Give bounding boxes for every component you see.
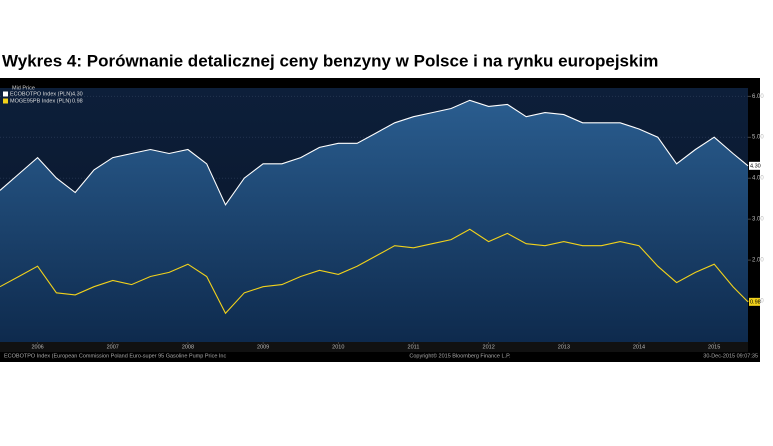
footer-date: 30-Dec-2015 09:07:35 bbox=[703, 353, 758, 359]
x-tick-label: 2014 bbox=[633, 344, 645, 350]
area bbox=[0, 100, 748, 342]
last-value-label: 4.30 bbox=[750, 163, 761, 169]
y-tick-label: 5.00 bbox=[752, 135, 764, 141]
legend-title: Mid Price bbox=[12, 85, 35, 91]
x-tick-label: 2015 bbox=[708, 344, 720, 350]
x-tick-label: 2006 bbox=[31, 344, 43, 350]
legend-swatch bbox=[3, 91, 8, 97]
last-value-box bbox=[749, 161, 760, 170]
x-tick-label: 2011 bbox=[408, 344, 420, 350]
x-tick-label: 2012 bbox=[483, 344, 495, 350]
line bbox=[0, 99, 749, 206]
legend-value: 0.98 bbox=[72, 98, 83, 104]
x-tick-label: 2007 bbox=[107, 344, 119, 350]
x-axis-strip bbox=[0, 342, 748, 352]
x-tick-label: 2010 bbox=[332, 344, 344, 350]
legend-label: ECOBOTPO Index (PLN) bbox=[10, 91, 72, 97]
y-tick-label: 3.00 bbox=[752, 217, 764, 223]
footer-source: ECOBOTPO Index (European Commission Pola… bbox=[4, 353, 226, 359]
y-tick-label: 6.00 bbox=[752, 94, 764, 100]
legend-value: 4.30 bbox=[72, 91, 83, 97]
x-tick-label: 2013 bbox=[558, 344, 570, 350]
legend-swatch bbox=[3, 98, 8, 104]
legend-label: MOGE95PB Index (PLN) bbox=[10, 98, 71, 104]
x-tick-label: 2009 bbox=[257, 344, 269, 350]
footer-copyright: Copyright© 2015 Bloomberg Finance L.P. bbox=[409, 352, 511, 359]
y-tick-label: 2.00 bbox=[752, 258, 764, 264]
x-tick-label: 2008 bbox=[182, 344, 194, 350]
chart-title: Wykres 4: Porównanie detalicznej ceny be… bbox=[2, 51, 658, 70]
y-tick-label: 4.00 bbox=[752, 176, 764, 182]
last-value-box bbox=[749, 297, 760, 306]
last-value-label: 0.98 bbox=[750, 299, 761, 305]
line bbox=[0, 228, 749, 315]
